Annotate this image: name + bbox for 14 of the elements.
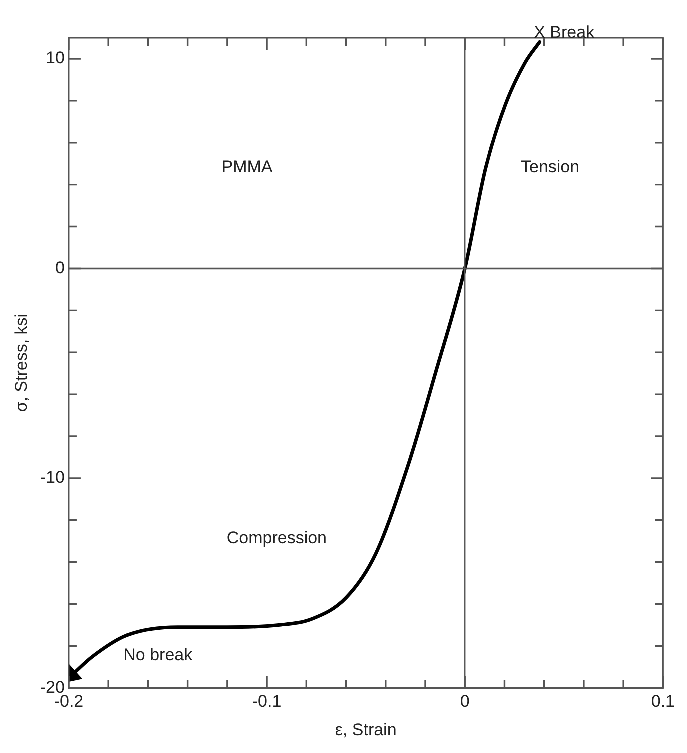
y-tick-label: 10 (46, 48, 65, 68)
y-tick-label: -10 (40, 468, 65, 488)
annotation: PMMA (222, 158, 274, 177)
x-tick-label: 0 (460, 692, 470, 712)
x-axis-title: ε, Strain (335, 720, 397, 740)
annotation: No break (124, 645, 194, 664)
y-axis-title: σ, Stress, ksi (12, 314, 31, 412)
annotation: X Break (534, 22, 596, 42)
y-tick-label: 0 (56, 258, 65, 278)
x-tick-label: -0.1 (252, 692, 282, 712)
annotation: Tension (520, 158, 580, 177)
x-tick-label: -0.2 (54, 692, 84, 712)
annotation: Compression (226, 528, 328, 548)
x-tick-label: 0.1 (651, 692, 676, 712)
